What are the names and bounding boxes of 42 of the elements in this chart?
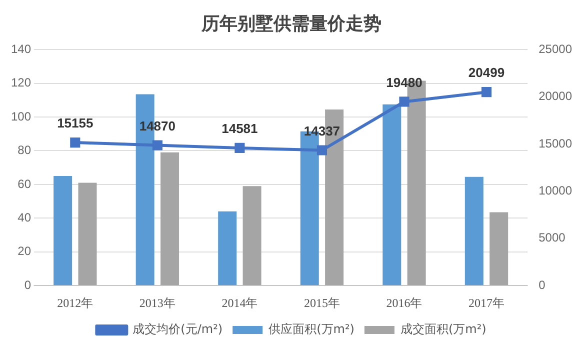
- data-label: 19480: [386, 74, 422, 90]
- point: [316, 145, 327, 156]
- legend-label: 供应面积(万m²): [268, 322, 354, 336]
- y-tick-label: 20: [18, 244, 32, 258]
- legend-label: 成交面积(万m²): [400, 322, 486, 336]
- y2-tick-label: 20000: [538, 89, 572, 104]
- y2-tick-label: 15000: [538, 136, 572, 150]
- legend-label: 成交均价(元/m²): [132, 322, 223, 336]
- data-label: 15155: [57, 116, 94, 131]
- x-tick-label: 2016年: [386, 296, 422, 310]
- data-label: 14581: [222, 121, 258, 136]
- bar: [490, 212, 508, 286]
- point: [152, 140, 162, 150]
- bar: [464, 176, 484, 286]
- y-tick-label: 40: [18, 210, 32, 224]
- y-tick-label: 0: [24, 278, 32, 292]
- chart-title: 历年别墅供需量价走势: [200, 13, 382, 34]
- bar: [218, 211, 237, 286]
- y2-tick-label: 10000: [538, 184, 572, 198]
- y2-tick-label: 5000: [538, 230, 566, 245]
- point: [399, 96, 410, 107]
- bar: [242, 186, 262, 286]
- data-label: 20499: [468, 65, 505, 80]
- point: [234, 142, 245, 153]
- y2-tick-label: 25000: [538, 42, 572, 56]
- point: [481, 87, 492, 98]
- x-tick-label: 2015年: [304, 296, 340, 310]
- x-tick-label: 2012年: [57, 296, 94, 310]
- y-tick-label: 100: [10, 109, 32, 124]
- y-tick-label: 60: [18, 176, 32, 191]
- bar: [382, 104, 402, 286]
- bar: [160, 152, 180, 286]
- y-tick-label: 120: [10, 76, 32, 90]
- y2-tick-label: 0: [538, 278, 546, 292]
- point: [70, 138, 80, 148]
- x-tick-label: 2013年: [139, 296, 176, 310]
- y-tick-label: 140: [10, 42, 32, 56]
- x-tick-label: 2017年: [468, 296, 504, 310]
- y-tick-label: 80: [18, 143, 32, 158]
- x-tick-label: 2014年: [222, 296, 258, 310]
- bar: [78, 182, 97, 286]
- bar: [54, 176, 72, 286]
